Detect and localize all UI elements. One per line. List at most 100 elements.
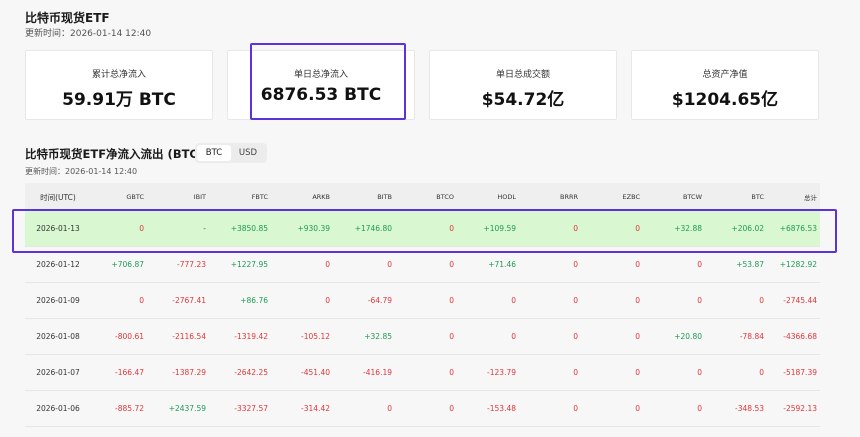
table-cell-value: -416.19 <box>363 368 392 377</box>
table-cell-value: 0 <box>635 332 640 341</box>
table-row: 2026-01-09 0 -2767.41 +86.76 0 -64.79 0 0 0 0 0 0 -2… <box>25 283 820 319</box>
table-cell-value: +2437.59 <box>168 404 206 413</box>
table-row: 2026-01-13 0 - +3850.85 +930.39 +1746.80 0 +109… <box>25 211 820 247</box>
table-cell-value: 0 <box>449 332 454 341</box>
table-cell-value: +32.88 <box>674 224 702 233</box>
table-cell-value: 0 <box>449 260 454 269</box>
table-cell-value: +109.59 <box>483 224 516 233</box>
table-cell-value: -1387.29 <box>172 368 206 377</box>
table-cell-value: 0 <box>697 260 702 269</box>
table-cell-value: 0 <box>759 368 764 377</box>
column-header: EZBC <box>622 193 640 201</box>
table-cell-value: +206.02 <box>731 224 764 233</box>
unit-toggle-btc[interactable]: BTC <box>197 145 231 161</box>
stat-label: 单日总净流入 <box>293 70 348 80</box>
table-cell-value: -4366.68 <box>783 332 817 341</box>
column-header: GBTC <box>126 193 144 201</box>
table-cell-value: -1319.42 <box>234 332 268 341</box>
table-cell-value: -2767.41 <box>172 296 206 305</box>
flows-table: 时间(UTC) GBTC IBIT FBTC ARKB BITB BTCO HODL BRRR E… <box>25 183 820 427</box>
table-cell-value: 0 <box>573 260 578 269</box>
table-cell-value: 0 <box>573 404 578 413</box>
table-cell-value: 0 <box>573 296 578 305</box>
table-cell-value: 0 <box>573 368 578 377</box>
column-header: BTCW <box>682 193 702 201</box>
table-cell-value: +71.46 <box>488 260 516 269</box>
table-cell-value: -777.23 <box>177 260 206 269</box>
table-row: 2026-01-08 -800.61 -2116.54 -1319.42 -105.12… <box>25 319 820 355</box>
table-cell-value: -105.12 <box>301 332 330 341</box>
table-cell-value: -166.47 <box>115 368 144 377</box>
table-cell-value: 0 <box>759 296 764 305</box>
column-header: IBIT <box>193 193 206 201</box>
table-cell-date: 2026-01-13 <box>36 224 80 233</box>
stat-label: 累计总净流入 <box>91 70 146 80</box>
stat-value: $1204.65亿 <box>671 90 779 110</box>
table-cell-value: 0 <box>635 260 640 269</box>
column-header: BTC <box>751 193 764 201</box>
table-cell-value: 0 <box>449 404 454 413</box>
table-cell-value: 0 <box>697 368 702 377</box>
table-body: 2026-01-13 0 - +3850.85 +930.39 +1746.80 0 +109… <box>25 211 820 427</box>
table-cell-value: 0 <box>449 368 454 377</box>
table-cell-value: +53.87 <box>736 260 764 269</box>
table-cell-value: +86.76 <box>240 296 268 305</box>
table-cell-value: 0 <box>697 404 702 413</box>
table-cell-value: -123.79 <box>487 368 516 377</box>
page-title: 比特币现货ETF <box>25 11 110 25</box>
table-cell-value: -348.53 <box>735 404 764 413</box>
stat-value: $54.72亿 <box>481 90 565 110</box>
table-cell-date: 2026-01-12 <box>36 260 80 269</box>
stat-card-daily-volume: 单日总成交额 $54.72亿 <box>429 50 617 120</box>
table-row: 2026-01-06 -885.72 +2437.59 -3327.57 -314.42… <box>25 391 820 427</box>
table-cell-value: 0 <box>697 296 702 305</box>
table-cell-date: 2026-01-08 <box>36 332 80 341</box>
stat-card-total-net-assets: 总资产净值 $1204.65亿 <box>631 50 819 120</box>
table-cell-date: 2026-01-06 <box>36 404 80 413</box>
table-cell-value: 0 <box>635 296 640 305</box>
unit-toggle: BTC USD <box>195 143 267 163</box>
table-cell-value: 0 <box>573 224 578 233</box>
column-header: 时间(UTC) <box>40 192 76 202</box>
stat-label: 总资产净值 <box>702 70 748 80</box>
table-cell-value: -314.42 <box>301 404 330 413</box>
table-cell-date: 2026-01-09 <box>36 296 80 305</box>
table-cell-value: +930.39 <box>297 224 330 233</box>
table-cell-value: +1282.92 <box>779 260 817 269</box>
column-header: BITB <box>377 193 392 201</box>
column-header: ARKB <box>312 193 330 201</box>
table-cell-value: -5187.39 <box>783 368 817 377</box>
unit-toggle-usd[interactable]: USD <box>238 148 258 158</box>
table-cell-value: +20.80 <box>674 332 702 341</box>
table-row: 2026-01-07 -166.47 -1387.29 -2642.25 -451.40… <box>25 355 820 391</box>
stat-card-cumulative-inflow: 累计总净流入 59.91万 BTC <box>25 50 213 120</box>
table-cell-value: -2116.54 <box>172 332 206 341</box>
table-cell-value: 0 <box>325 260 330 269</box>
column-header: BRRR <box>559 193 578 201</box>
table-cell-value: 0 <box>139 296 144 305</box>
table-cell-value: +32.85 <box>364 332 392 341</box>
table-cell-value: 0 <box>511 296 516 305</box>
table-cell-value: +1746.80 <box>354 224 392 233</box>
table-cell-value: -2745.44 <box>783 296 817 305</box>
table-cell-value: -800.61 <box>115 332 144 341</box>
table-cell-value: 0 <box>635 368 640 377</box>
table-cell-value: 0 <box>387 404 392 413</box>
table-cell-value: -64.79 <box>367 296 392 305</box>
flows-section-title: 比特币现货ETF净流入流出 (BTC) <box>25 147 204 161</box>
table-cell-value: +1227.95 <box>230 260 268 269</box>
table-cell-value: -78.84 <box>739 332 764 341</box>
table-cell-value: 0 <box>387 260 392 269</box>
table-cell-value: 0 <box>635 224 640 233</box>
column-header: HODL <box>497 193 516 201</box>
table-cell-value: - <box>203 224 206 233</box>
page-updated-time: 更新时间：2026-01-14 12:40 <box>25 29 152 39</box>
table-row: 2026-01-12 +706.87 -777.23 +1227.95 0 0 0 +71.4… <box>25 247 820 283</box>
table-cell-value: 0 <box>325 296 330 305</box>
table-cell-value: -2592.13 <box>783 404 817 413</box>
table-cell-value: +3850.85 <box>230 224 268 233</box>
table-cell-value: -885.72 <box>115 404 144 413</box>
table-cell-value: 0 <box>449 224 454 233</box>
flows-updated-time: 更新时间：2026-01-14 12:40 <box>25 167 138 176</box>
stat-card-daily-net-inflow: 单日总净流入 6876.53 BTC <box>227 50 415 120</box>
